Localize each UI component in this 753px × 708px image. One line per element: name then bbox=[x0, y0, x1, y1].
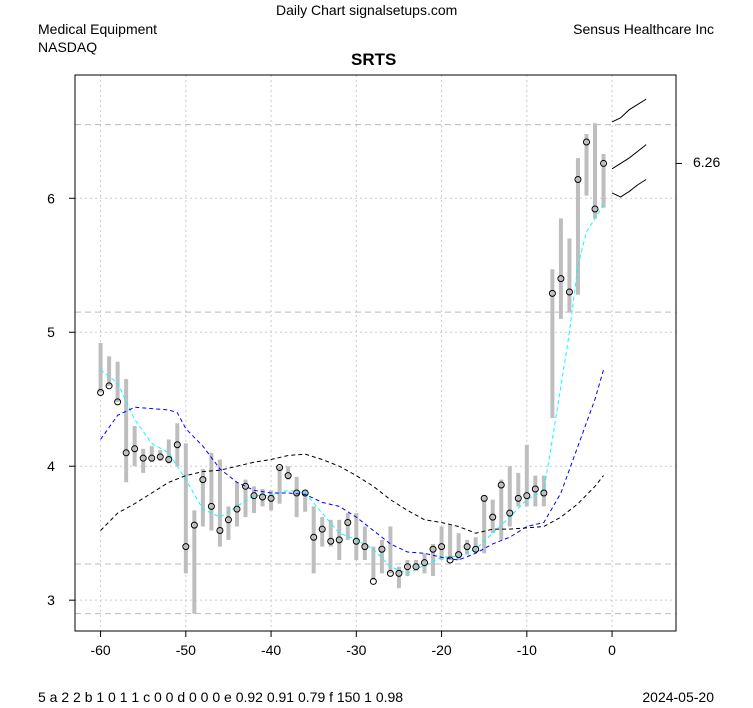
close-marker bbox=[574, 176, 582, 184]
close-marker bbox=[557, 275, 565, 283]
close-marker bbox=[148, 454, 156, 462]
close-marker bbox=[131, 445, 139, 453]
close-marker bbox=[250, 492, 258, 500]
close-marker bbox=[165, 456, 173, 464]
x-tick-label: 0 bbox=[608, 642, 616, 658]
close-marker bbox=[224, 516, 232, 524]
close-marker bbox=[446, 556, 454, 564]
close-marker bbox=[241, 482, 249, 490]
close-marker bbox=[335, 536, 343, 544]
close-marker bbox=[173, 441, 181, 449]
close-marker bbox=[497, 481, 505, 489]
close-marker bbox=[105, 382, 113, 390]
close-marker bbox=[156, 453, 164, 461]
close-marker bbox=[591, 205, 599, 213]
y-tick-label: 3 bbox=[47, 592, 55, 608]
close-marker bbox=[548, 289, 556, 297]
close-marker bbox=[259, 493, 267, 501]
close-marker bbox=[582, 138, 590, 146]
y-tick-label: 6 bbox=[47, 190, 55, 206]
close-marker bbox=[139, 454, 147, 462]
projection-line bbox=[611, 98, 647, 123]
exchange-label: NASDAQ bbox=[38, 39, 98, 55]
close-marker bbox=[514, 494, 522, 502]
close-marker bbox=[207, 502, 215, 510]
y-tick-label: 5 bbox=[47, 324, 55, 340]
close-marker bbox=[421, 559, 429, 567]
y-tick-label: 4 bbox=[47, 458, 55, 474]
close-marker bbox=[540, 489, 548, 497]
x-tick-label: -50 bbox=[176, 642, 196, 658]
close-marker bbox=[361, 543, 369, 551]
close-marker bbox=[182, 543, 190, 551]
close-marker bbox=[565, 288, 573, 296]
close-marker bbox=[216, 527, 224, 535]
close-marker bbox=[489, 513, 497, 521]
close-marker bbox=[233, 505, 241, 513]
close-marker bbox=[344, 518, 352, 526]
close-marker bbox=[310, 533, 318, 541]
chart-title: SRTS bbox=[351, 50, 397, 69]
sector-label: Medical Equipment bbox=[38, 21, 158, 37]
footer-date: 2024-05-20 bbox=[642, 689, 714, 705]
close-marker bbox=[301, 489, 309, 497]
close-marker bbox=[506, 509, 514, 517]
x-tick-label: -60 bbox=[90, 642, 110, 658]
x-tick-label: -40 bbox=[261, 642, 281, 658]
close-marker bbox=[455, 551, 463, 559]
close-marker bbox=[412, 563, 420, 571]
close-marker bbox=[600, 159, 608, 167]
x-tick-label: -30 bbox=[346, 642, 366, 658]
close-marker bbox=[395, 569, 403, 577]
close-marker bbox=[97, 389, 105, 397]
close-marker bbox=[284, 472, 292, 480]
close-marker bbox=[327, 537, 335, 545]
plot-frame bbox=[74, 74, 677, 632]
close-marker bbox=[318, 525, 326, 533]
close-marker bbox=[472, 545, 480, 553]
ma-line-ma-long bbox=[100, 453, 604, 534]
close-marker bbox=[199, 476, 207, 484]
ma-line-ma-short bbox=[100, 204, 604, 574]
close-marker bbox=[293, 489, 301, 497]
close-marker bbox=[480, 494, 488, 502]
close-marker bbox=[267, 494, 275, 502]
close-marker bbox=[386, 569, 394, 577]
close-marker bbox=[429, 545, 437, 553]
close-marker bbox=[403, 563, 411, 571]
projection-line bbox=[611, 144, 647, 170]
last-price-label: 6.26 bbox=[693, 154, 721, 170]
close-marker bbox=[190, 521, 198, 529]
close-marker bbox=[369, 577, 377, 585]
close-marker bbox=[276, 464, 284, 472]
company-label: Sensus Healthcare Inc bbox=[573, 21, 714, 37]
close-marker bbox=[122, 449, 130, 457]
close-marker bbox=[438, 543, 446, 551]
close-marker bbox=[463, 543, 471, 551]
footer-codes: 5 a 2 2 b 1 0 1 1 c 0 0 d 0 0 0 e 0.92 0… bbox=[38, 689, 404, 705]
projection-line bbox=[611, 179, 647, 198]
close-marker bbox=[531, 485, 539, 493]
close-marker bbox=[523, 492, 531, 500]
x-tick-label: -10 bbox=[517, 642, 537, 658]
close-marker bbox=[378, 545, 386, 553]
x-tick-label: -20 bbox=[431, 642, 451, 658]
source-label: Daily Chart signalsetups.com bbox=[276, 2, 458, 18]
close-marker bbox=[352, 537, 360, 545]
close-marker bbox=[114, 398, 122, 406]
